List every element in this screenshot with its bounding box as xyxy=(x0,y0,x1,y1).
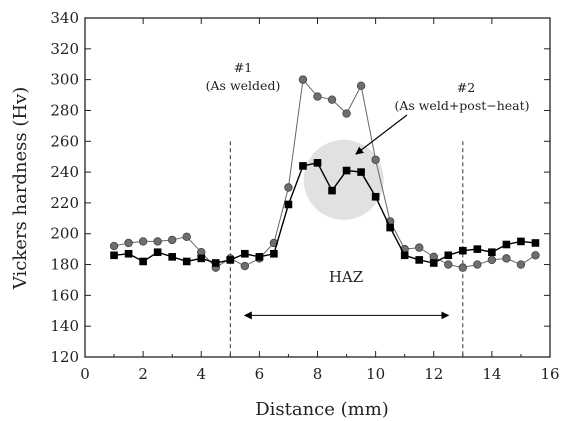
square-point xyxy=(429,259,438,267)
y-axis-title: Vickers hardness (Hv) xyxy=(10,87,31,290)
square-point xyxy=(328,186,336,195)
label-1-id: #1 xyxy=(234,60,252,75)
y-tick-label: 300 xyxy=(50,71,79,89)
y-tick-label: 240 xyxy=(50,163,79,181)
x-tick-label: 12 xyxy=(424,365,443,383)
square-point xyxy=(153,248,162,257)
circle-point xyxy=(487,255,497,265)
circle-point xyxy=(415,243,424,252)
square-point xyxy=(197,254,206,263)
square-point xyxy=(139,257,147,266)
square-point xyxy=(473,245,482,253)
square-point xyxy=(168,253,176,261)
square-point xyxy=(502,240,511,249)
square-point xyxy=(459,246,467,255)
circle-point xyxy=(444,260,453,269)
circle-point xyxy=(327,95,337,104)
x-tick-label: 4 xyxy=(196,365,206,383)
circle-point xyxy=(458,263,468,272)
y-tick-label: 140 xyxy=(50,317,79,335)
square-point xyxy=(124,249,133,258)
square-point xyxy=(110,251,118,260)
y-tick-label: 200 xyxy=(50,225,79,243)
weld-zone-shade xyxy=(303,139,384,220)
square-point xyxy=(182,257,191,266)
square-point xyxy=(444,251,453,260)
square-point xyxy=(270,249,278,258)
label-2-id: #2 xyxy=(457,80,475,95)
square-point xyxy=(313,159,322,167)
circle-point xyxy=(109,241,119,251)
circle-point xyxy=(240,261,250,271)
square-point xyxy=(488,248,496,257)
y-tick-label: 220 xyxy=(50,194,79,212)
axis-ticks: 0 2 4 6 8 10 12 14 16 120 140 160 180 200 220 240 260 280… xyxy=(50,9,559,383)
x-tick-label: 6 xyxy=(255,365,265,383)
circle-point xyxy=(516,260,526,269)
circle-point xyxy=(298,75,308,84)
circle-point xyxy=(153,237,162,246)
label-2-pointer-arrow xyxy=(355,114,408,155)
haz-label: HAZ xyxy=(329,268,363,286)
y-tick-label: 260 xyxy=(50,132,79,150)
square-point xyxy=(415,256,424,264)
x-tick-label: 10 xyxy=(366,365,385,383)
y-tick-label: 320 xyxy=(50,40,79,58)
circle-point xyxy=(124,238,133,248)
y-tick-label: 280 xyxy=(50,101,79,119)
circle-point xyxy=(371,155,380,164)
square-point xyxy=(284,200,293,209)
circle-point xyxy=(284,183,293,192)
circle-point xyxy=(342,109,351,118)
x-tick-label: 14 xyxy=(482,365,501,383)
circle-point xyxy=(313,92,322,101)
square-point xyxy=(517,237,525,246)
square-point xyxy=(211,259,220,267)
circle-point xyxy=(167,235,177,245)
circle-point xyxy=(356,81,366,90)
data-series xyxy=(109,75,540,272)
y-tick-label: 340 xyxy=(50,9,79,27)
square-point xyxy=(241,249,249,258)
x-tick-label: 0 xyxy=(80,365,90,383)
circle-point xyxy=(182,232,191,242)
circle-point xyxy=(502,254,511,263)
x-tick-label: 2 xyxy=(138,365,148,383)
square-point xyxy=(400,251,409,260)
square-point xyxy=(531,239,540,247)
shaded-circle-layer xyxy=(303,139,384,220)
x-axis-title: Distance (mm) xyxy=(255,399,389,420)
y-tick-label: 120 xyxy=(50,348,79,366)
square-point xyxy=(357,168,365,176)
y-tick-label: 160 xyxy=(50,286,79,304)
square-point xyxy=(371,192,380,201)
square-point xyxy=(255,253,264,261)
y-tick-label: 180 xyxy=(50,256,79,274)
circle-point xyxy=(138,237,148,246)
x-tick-label: 8 xyxy=(313,365,323,383)
circle-point xyxy=(531,251,540,260)
label-1-desc: (As welded) xyxy=(206,78,281,93)
square-point xyxy=(226,256,235,264)
square-point xyxy=(299,162,307,170)
annotation-arrows xyxy=(243,114,450,320)
square-point xyxy=(386,223,394,232)
label-2-desc: (As weld+post−heat) xyxy=(394,98,529,113)
x-tick-label: 16 xyxy=(540,365,559,383)
square-point xyxy=(342,166,351,175)
circle-point xyxy=(473,260,482,269)
